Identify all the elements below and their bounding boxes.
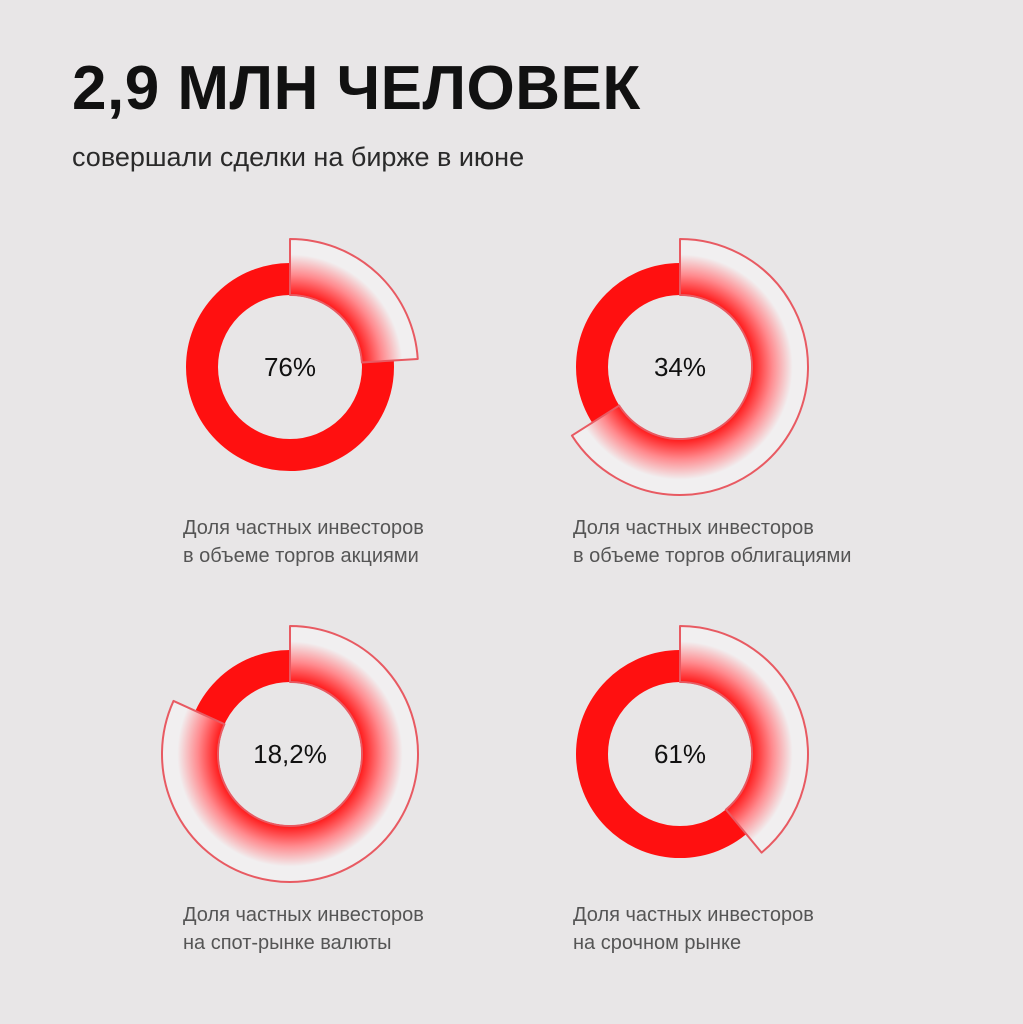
donut-value-label: 76% bbox=[264, 352, 316, 382]
donut-remainder-sector bbox=[679, 625, 809, 854]
donut-value-label: 61% bbox=[654, 739, 706, 769]
donut-chart-fx-spot: 18,2% bbox=[161, 625, 419, 883]
caption-line-1: Доля частных инвесторов bbox=[183, 517, 424, 539]
donut-remainder-sector bbox=[161, 625, 419, 883]
caption-fx-spot: Доля частных инвесторов на спот-рынке ва… bbox=[183, 901, 424, 957]
donut-value-label: 18,2% bbox=[253, 739, 327, 769]
donut-chart-derivatives: 61% bbox=[576, 625, 809, 858]
donut-remainder-sector bbox=[289, 238, 419, 364]
caption-line-2: в объеме торгов облигациями bbox=[573, 545, 852, 567]
donut-panel-fx-spot: 18,2% Доля частных инвесторов на спот-ры… bbox=[150, 617, 550, 957]
donut-panel-derivatives: 61% Доля частных инвесторов на срочном р… bbox=[540, 617, 940, 957]
donut-hole bbox=[609, 296, 751, 438]
caption-line-2: в объеме торгов акциями bbox=[183, 545, 419, 567]
caption-line-1: Доля частных инвесторов bbox=[573, 517, 814, 539]
caption-bonds: Доля частных инвесторов в объеме торгов … bbox=[573, 514, 851, 570]
caption-line-2: на спот-рынке валюты bbox=[183, 932, 392, 954]
donut-remainder-sector bbox=[570, 238, 809, 496]
donut-panel-stocks: 76% Доля частных инвесторов в объеме тор… bbox=[150, 230, 550, 570]
donut-hole bbox=[609, 683, 751, 825]
donut-hole bbox=[219, 683, 361, 825]
donut-hole bbox=[219, 296, 361, 438]
page-title: 2,9 МЛН ЧЕЛОВЕК bbox=[72, 54, 641, 123]
donut-value-label: 34% bbox=[654, 352, 706, 382]
donut-panel-bonds: 34% Доля частных инвесторов в объеме тор… bbox=[540, 230, 940, 570]
caption-line-1: Доля частных инвесторов bbox=[573, 904, 814, 926]
caption-stocks: Доля частных инвесторов в объеме торгов … bbox=[183, 514, 424, 570]
caption-derivatives: Доля частных инвесторов на срочном рынке bbox=[573, 901, 814, 957]
donut-chart-stocks: 76% bbox=[186, 238, 419, 471]
caption-line-1: Доля частных инвесторов bbox=[183, 904, 424, 926]
caption-line-2: на срочном рынке bbox=[573, 932, 742, 954]
donut-chart-bonds: 34% bbox=[570, 238, 809, 496]
page-subtitle: совершали сделки на бирже в июне bbox=[72, 142, 525, 172]
